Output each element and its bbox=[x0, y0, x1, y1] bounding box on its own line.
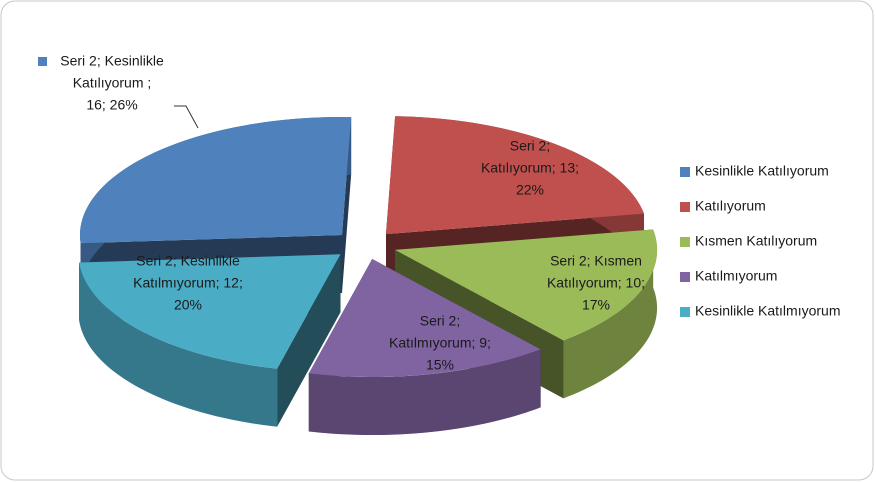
legend-key bbox=[680, 202, 690, 212]
data-label: Katılıyorum ; bbox=[73, 75, 152, 91]
data-label: Seri 2; Kesinlikle bbox=[136, 253, 240, 269]
leader-line bbox=[174, 105, 199, 129]
legend-label: Katılıyorum bbox=[695, 198, 766, 214]
slice-side bbox=[308, 349, 541, 436]
legend-key bbox=[680, 307, 690, 317]
data-label: 15% bbox=[426, 357, 454, 373]
slice-top bbox=[308, 259, 541, 378]
slice-side bbox=[79, 262, 278, 427]
slice-side bbox=[563, 229, 658, 399]
legend-key bbox=[680, 167, 690, 177]
slice-top bbox=[79, 254, 341, 369]
data-label: Seri 2; bbox=[420, 313, 460, 329]
data-label: 17% bbox=[582, 297, 610, 313]
data-label: Katılıyorum; 10; bbox=[547, 275, 645, 291]
slice bbox=[79, 254, 341, 427]
slice-top bbox=[395, 229, 658, 341]
data-label-key bbox=[38, 57, 47, 66]
data-label: Katılmıyorum; 12; bbox=[133, 275, 243, 291]
data-label: 16; 26% bbox=[86, 97, 137, 113]
legend-label: Kesinlikle Katılmıyorum bbox=[695, 303, 841, 319]
data-label: Katılıyorum; 13; bbox=[481, 160, 579, 176]
data-label: Seri 2; bbox=[510, 138, 550, 154]
data-label: 22% bbox=[516, 182, 544, 198]
data-label: 20% bbox=[174, 297, 202, 313]
data-label: Seri 2; Kısmen bbox=[550, 253, 642, 269]
data-label: Katılmıyorum; 9; bbox=[389, 335, 491, 351]
data-label: Seri 2; Kesinlikle bbox=[60, 53, 164, 69]
legend-key bbox=[680, 272, 690, 282]
legend-label: Kısmen Katılıyorum bbox=[695, 233, 817, 249]
legend-label: Kesinlikle Katılıyorum bbox=[695, 163, 829, 179]
legend-label: Katılmıyorum bbox=[695, 268, 777, 284]
legend-key bbox=[680, 237, 690, 247]
slice-top bbox=[79, 116, 352, 244]
slice bbox=[308, 259, 541, 436]
slice-top bbox=[385, 116, 645, 235]
